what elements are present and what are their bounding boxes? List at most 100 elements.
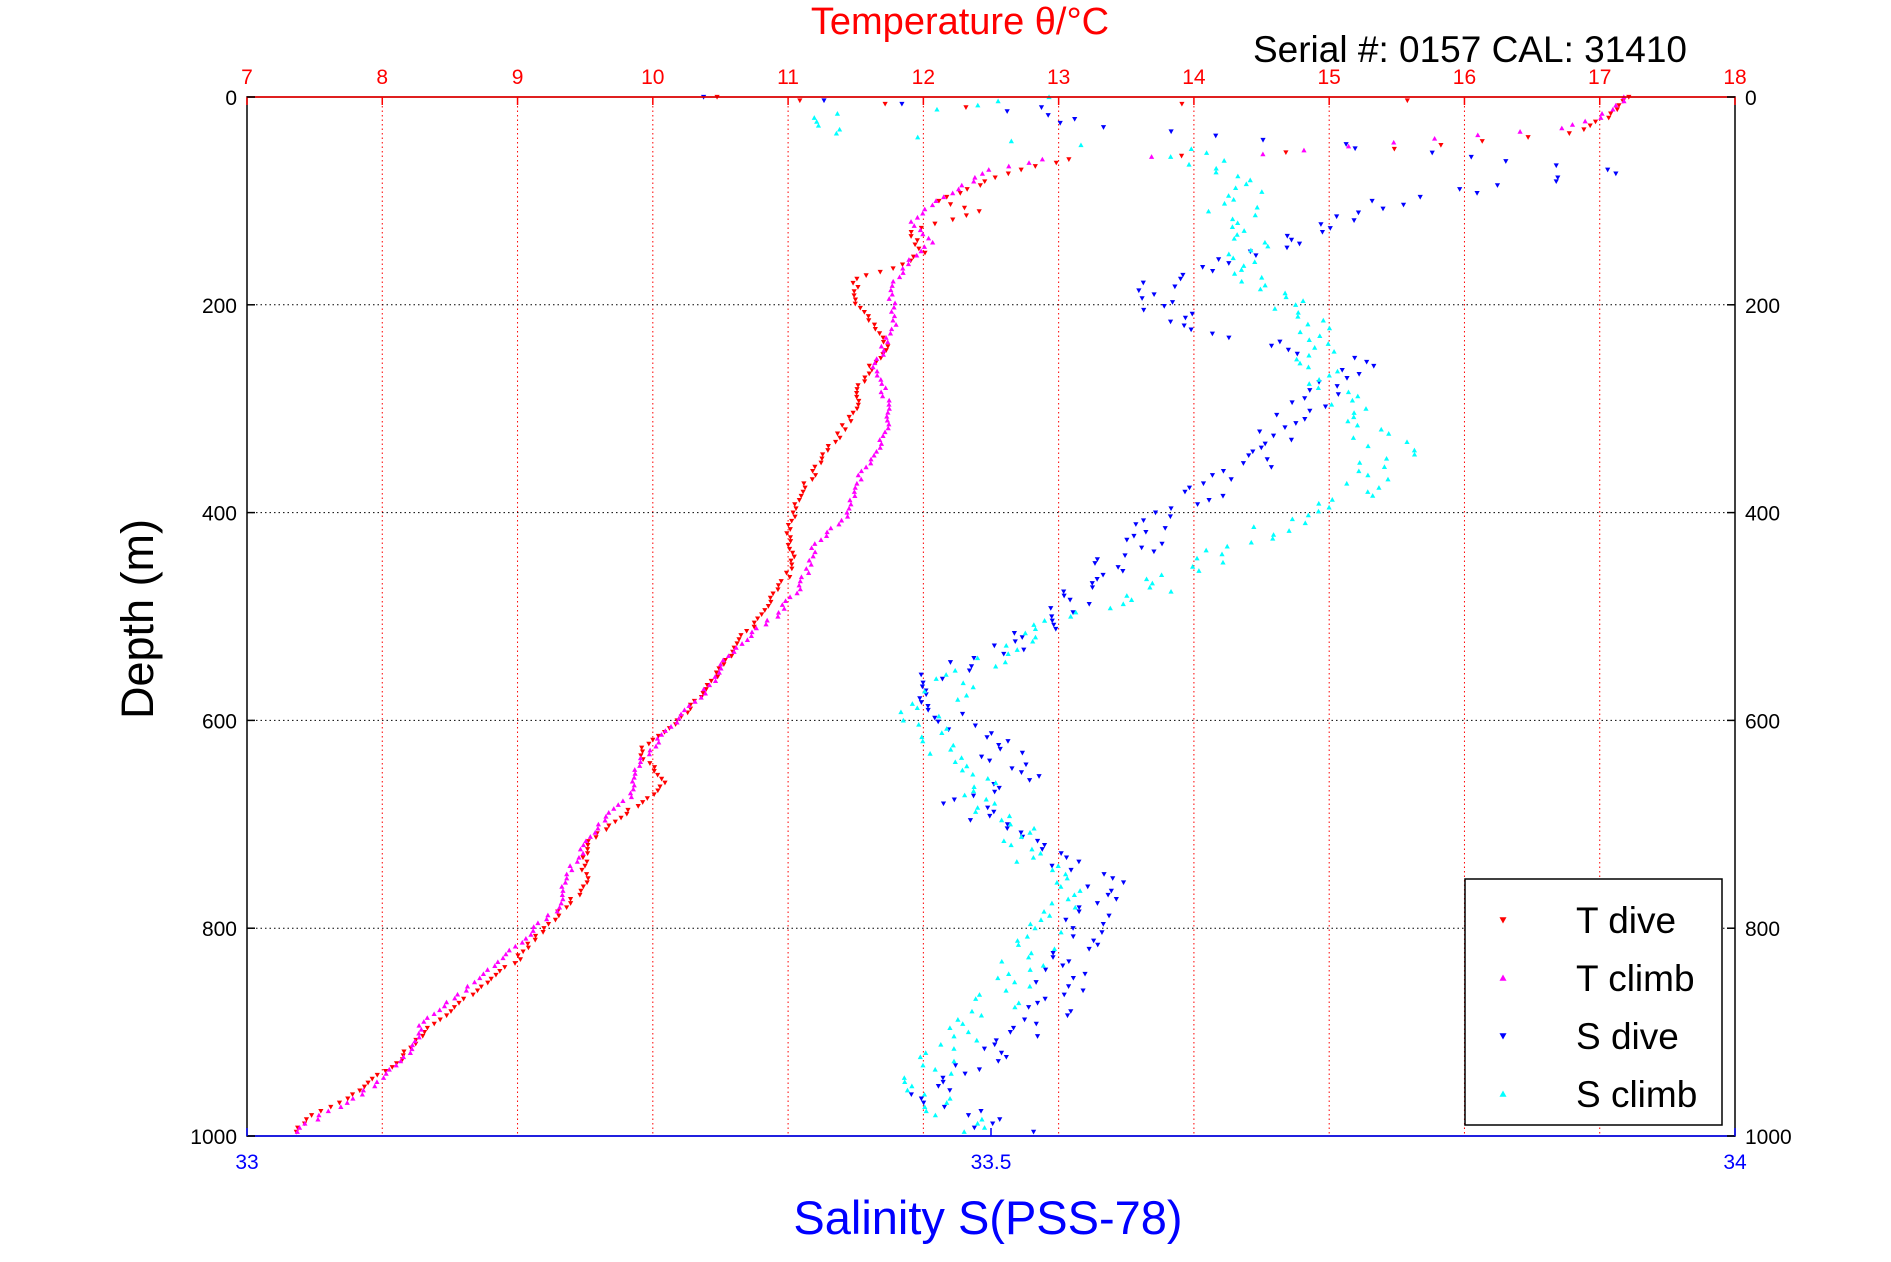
data-point [1295, 313, 1301, 319]
depth-axis-title: Depth (m) [112, 519, 163, 719]
data-point [925, 704, 931, 709]
data-point [910, 254, 917, 260]
data-point [704, 682, 710, 688]
data-point [1141, 307, 1147, 313]
data-point [1026, 1005, 1032, 1010]
data-point [767, 595, 774, 601]
data-point [374, 1072, 380, 1078]
data-point [1235, 220, 1241, 226]
data-point [585, 876, 591, 881]
data-point [1179, 101, 1185, 107]
data-point [733, 645, 739, 650]
data-point [882, 429, 888, 435]
data-point [918, 248, 924, 254]
data-point [963, 213, 969, 219]
data-point [1200, 265, 1206, 270]
salinity-tick-label: 34 [1723, 1151, 1747, 1174]
data-point [794, 590, 800, 596]
data-point [1006, 813, 1013, 819]
data-point [1053, 626, 1059, 632]
data-point [602, 817, 608, 823]
data-point [1282, 425, 1288, 431]
data-point [1380, 206, 1386, 212]
data-point [851, 289, 857, 294]
data-point [1329, 401, 1335, 407]
data-point [1159, 541, 1165, 547]
data-point [593, 835, 599, 840]
data-point [676, 715, 682, 721]
data-point [992, 800, 998, 806]
data-point [866, 318, 872, 323]
data-point [988, 731, 995, 736]
data-point [1050, 955, 1056, 960]
data-point [383, 1071, 389, 1076]
data-point [969, 1008, 975, 1014]
data-point [893, 322, 899, 327]
data-point [569, 867, 575, 873]
data-point [530, 928, 536, 933]
data-point [940, 1075, 946, 1081]
legend-items: T dive T climb S dive S climb [1499, 900, 1697, 1115]
data-point [552, 917, 559, 923]
data-point [1209, 331, 1215, 337]
data-point [984, 735, 990, 740]
data-point [995, 975, 1001, 981]
data-point [1289, 516, 1295, 522]
data-point [400, 1054, 407, 1060]
data-point [950, 742, 956, 748]
data-point [715, 674, 721, 680]
data-point [815, 122, 822, 128]
series-t-climb [294, 94, 1627, 1134]
data-point [936, 198, 942, 204]
data-point [792, 514, 798, 520]
data-point [885, 344, 891, 349]
data-point [1033, 1021, 1039, 1027]
data-point [1284, 245, 1290, 251]
data-point [421, 1019, 427, 1024]
data-point [782, 598, 789, 603]
data-point [951, 1058, 957, 1064]
data-point [1257, 429, 1263, 435]
data-point [658, 732, 665, 737]
data-point [1054, 879, 1060, 885]
data-point [1057, 120, 1063, 126]
data-point [789, 566, 795, 572]
data-point [1005, 171, 1011, 177]
data-point [1329, 497, 1335, 502]
temperature-tick-label: 16 [1453, 66, 1476, 89]
data-point [1021, 1017, 1028, 1023]
data-point [544, 916, 550, 922]
data-point [1005, 651, 1011, 656]
data-point [809, 545, 815, 551]
data-point [1385, 476, 1391, 482]
data-point [1334, 214, 1340, 220]
data-point [1351, 218, 1357, 223]
data-point [1182, 315, 1189, 321]
data-point [863, 273, 869, 278]
data-point [302, 1120, 308, 1126]
data-point [1139, 545, 1145, 551]
data-point [700, 691, 706, 696]
data-point [844, 510, 850, 515]
salinity-tick-label: 33.5 [971, 1151, 1012, 1174]
data-point [1001, 838, 1007, 844]
data-point [1253, 253, 1259, 259]
data-point [1226, 251, 1232, 257]
data-point [1003, 642, 1009, 648]
data-point [1004, 109, 1010, 114]
temperature-tick-label: 11 [777, 66, 799, 89]
data-point [564, 871, 570, 877]
data-point [970, 771, 976, 777]
data-point [1468, 154, 1474, 160]
data-point [1167, 319, 1174, 325]
data-point [1206, 498, 1212, 503]
data-point [1316, 500, 1322, 506]
data-point [796, 582, 802, 588]
data-point [1326, 504, 1332, 510]
data-point [1351, 410, 1357, 415]
data-point [787, 574, 793, 580]
data-point [1082, 971, 1088, 977]
data-point [1042, 996, 1048, 1002]
data-point [848, 419, 854, 424]
data-point [576, 854, 582, 860]
